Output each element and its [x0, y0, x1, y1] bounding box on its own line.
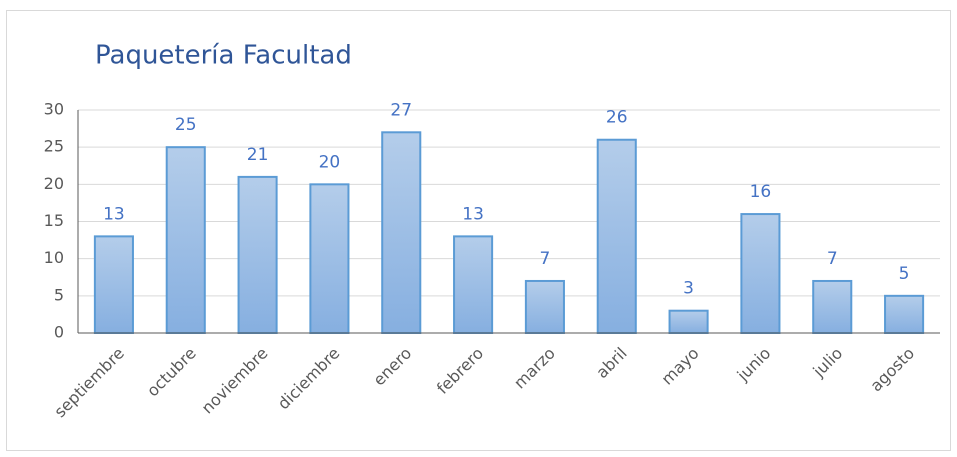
- bar: [309, 183, 350, 334]
- y-tick-label: 20: [44, 174, 64, 193]
- bar: [884, 294, 925, 335]
- bar: [93, 235, 134, 334]
- bar: [812, 279, 853, 335]
- bar: [381, 131, 422, 334]
- data-label: 20: [319, 152, 341, 172]
- y-tick-label: 15: [44, 211, 64, 230]
- y-tick-label: 25: [44, 137, 64, 156]
- data-label: 21: [247, 145, 269, 165]
- bar: [596, 138, 637, 334]
- chart-border: [6, 10, 951, 451]
- y-tick-label: 0: [54, 323, 64, 342]
- bar: [165, 146, 206, 334]
- data-label: 7: [827, 249, 838, 269]
- y-tick-label: 30: [44, 100, 64, 119]
- y-tick-label: 5: [54, 285, 64, 304]
- data-label: 7: [540, 249, 551, 269]
- data-label: 3: [683, 279, 694, 299]
- bar: [740, 213, 781, 334]
- data-label: 13: [462, 204, 484, 224]
- chart-title: Paquetería Facultad: [95, 41, 352, 71]
- bar: [453, 235, 494, 334]
- bar: [668, 309, 709, 335]
- data-label: 16: [750, 182, 772, 202]
- data-label: 26: [606, 108, 628, 128]
- bar: [524, 279, 565, 335]
- data-label: 25: [175, 115, 197, 135]
- data-label: 13: [103, 204, 125, 224]
- y-tick-label: 10: [44, 248, 64, 267]
- bar: [237, 175, 278, 334]
- data-label: 27: [390, 100, 412, 120]
- data-label: 5: [899, 264, 910, 284]
